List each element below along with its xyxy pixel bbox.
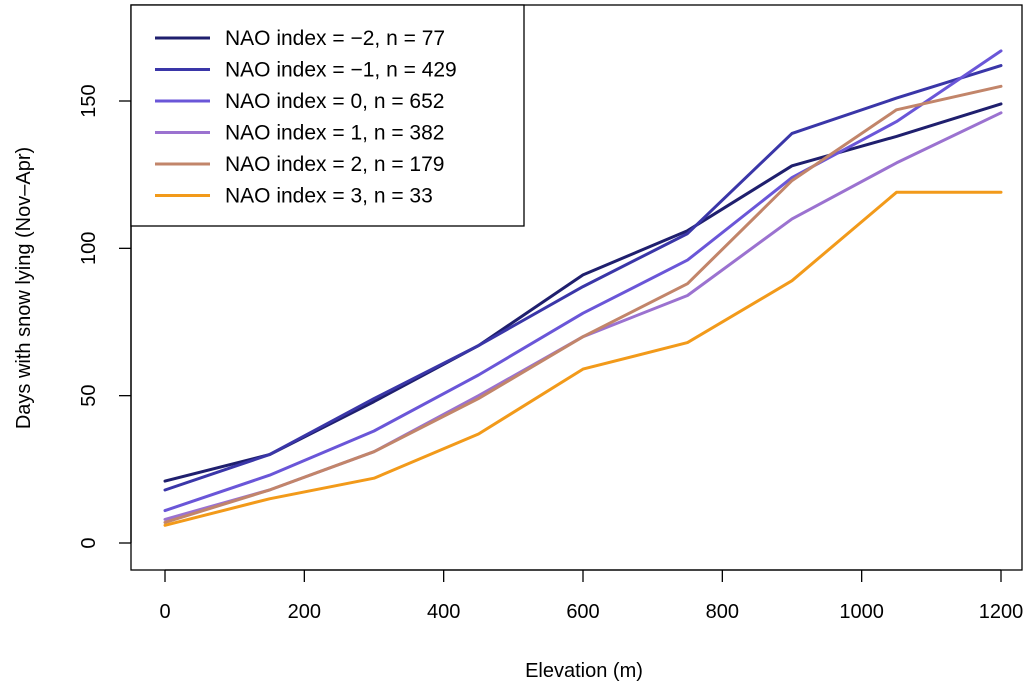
legend-box bbox=[130, 4, 525, 227]
x-tick-label: 0 bbox=[159, 601, 170, 623]
y-tick-label: 150 bbox=[78, 84, 100, 117]
x-tick-label: 800 bbox=[706, 601, 739, 623]
legend: NAO index = −2, n = 77 NAO index = −1, n … bbox=[130, 4, 525, 227]
series-line-2 bbox=[163, 64, 1003, 492]
legend-label-2: NAO index = −1, n = 429 bbox=[225, 59, 457, 82]
series-lines bbox=[163, 49, 1003, 527]
y-tick-label: 50 bbox=[78, 385, 100, 407]
x-tick-label: 600 bbox=[566, 601, 599, 623]
series-line-6 bbox=[163, 190, 1003, 527]
x-tick-label: 1000 bbox=[839, 601, 884, 623]
legend-label-4: NAO index = 1, n = 382 bbox=[225, 122, 444, 145]
series-line-5 bbox=[163, 84, 1003, 524]
series-line-3 bbox=[163, 49, 1003, 513]
legend-label-6: NAO index = 3, n = 33 bbox=[225, 185, 433, 208]
x-tick-label: 1200 bbox=[979, 601, 1024, 623]
x-tick-label: 400 bbox=[427, 601, 460, 623]
x-axis: 0 200 400 600 800 1000 1200 bbox=[159, 569, 1024, 623]
y-axis-label: Days with snow lying (Nov–Apr) bbox=[13, 147, 35, 429]
legend-label-1: NAO index = −2, n = 77 bbox=[225, 27, 445, 50]
x-axis-label: Elevation (m) bbox=[525, 660, 643, 682]
y-axis: 0 50 100 150 bbox=[78, 84, 132, 549]
legend-label-5: NAO index = 2, n = 179 bbox=[225, 153, 444, 176]
x-tick-label: 200 bbox=[288, 601, 321, 623]
y-tick-label: 0 bbox=[78, 537, 100, 548]
legend-label-3: NAO index = 0, n = 652 bbox=[225, 90, 444, 113]
y-tick-label: 100 bbox=[78, 232, 100, 265]
